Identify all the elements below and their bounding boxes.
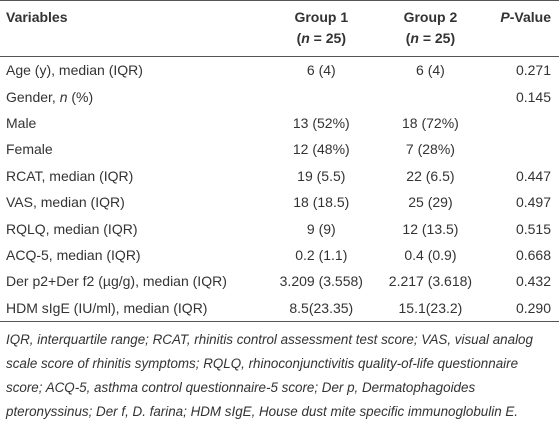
- table-row: RCAT, median (IQR) 19 (5.5) 22 (6.5) 0.447: [0, 163, 559, 189]
- header-row: Variables Group 1 (n = 25) Group 2 (n = 25) P…: [0, 0, 559, 57]
- table-row: Male 13 (52%) 18 (72%): [0, 110, 559, 136]
- table-cell: 0.145: [515, 88, 551, 105]
- table-cell: RCAT, median (IQR): [0, 163, 267, 189]
- table-cell: 0.2 (1.1): [295, 246, 348, 263]
- table-row: Der p2+Der f2 (µg/g), median (IQR) 3.209 …: [0, 268, 559, 294]
- text-part: = 25): [418, 30, 456, 46]
- header-cell: Variables: [0, 0, 267, 57]
- text-part: Der p2+Der f2 (µg/g), median (IQR): [6, 273, 227, 290]
- text-part: (: [296, 30, 302, 46]
- text-part: = 25): [309, 30, 346, 46]
- table-row: Gender, n (%) 0.145: [0, 83, 559, 109]
- table-cell: Der p2+Der f2 (µg/g), median (IQR): [0, 268, 267, 294]
- table-cell: 12 (13.5): [402, 220, 459, 237]
- table-cell: 13 (52%): [292, 114, 350, 131]
- text-part: P: [500, 9, 510, 25]
- table-row: HDM sIgE (IU/ml), median (IQR) 8.5(23.35)…: [0, 294, 559, 322]
- table-cell: [485, 136, 559, 162]
- table-row: Age (y), median (IQR) 6 (4) 6 (4) 0.271: [0, 57, 559, 84]
- table-cell: 3.209 (3.558): [279, 273, 363, 290]
- table-cell: [376, 83, 485, 109]
- table-cell: 12 (48%): [292, 141, 350, 158]
- text-part: Group 2: [403, 9, 458, 25]
- table-cell: 18 (18.5): [293, 194, 350, 211]
- table-cell: 6 (4): [416, 62, 445, 79]
- table-cell: 18 (72%): [402, 114, 459, 131]
- table-cell: 0.4 (0.9): [404, 246, 457, 263]
- table-cell: Male: [0, 110, 267, 136]
- table-cell: 0.497: [515, 194, 551, 211]
- text-part: Age (y), median (IQR): [6, 62, 143, 79]
- data-table: Variables Group 1 (n = 25) Group 2 (n = 25) P…: [0, 0, 559, 322]
- header-cell: Group 2 (n = 25): [375, 0, 485, 57]
- table-cell: 9 (9): [306, 220, 336, 237]
- table-body: Age (y), median (IQR) 6 (4) 6 (4) 0.271 Gend…: [0, 57, 559, 322]
- table-cell: 19 (5.5): [297, 167, 346, 184]
- table-cell: Gender, n (%): [0, 83, 267, 109]
- text-part: n: [410, 30, 419, 46]
- text-part: ACQ-5, median (IQR): [6, 246, 141, 263]
- text-part: n: [59, 88, 68, 105]
- table-cell: 6 (4): [306, 62, 336, 79]
- header-cell: Group 1 (n = 25): [266, 0, 376, 57]
- table-row: Female 12 (48%) 7 (28%): [0, 136, 559, 162]
- table-cell: 8.5(23.35): [266, 294, 376, 322]
- table-cell: 0.447: [515, 167, 551, 184]
- table-cell: 0.515: [515, 220, 551, 237]
- text-part: n: [301, 30, 310, 46]
- text-part: Group 1: [294, 9, 349, 25]
- text-part: Variables: [6, 9, 68, 25]
- text-part: (%): [67, 88, 94, 105]
- table-cell: Female: [0, 136, 267, 162]
- table-cell: 0.668: [515, 246, 551, 263]
- footnote: IQR, interquartile range; RCAT, rhinitis…: [6, 331, 533, 419]
- table-cell: VAS, median (IQR): [0, 189, 267, 215]
- text-part: Male: [6, 114, 37, 131]
- table-cell: [485, 110, 559, 136]
- text-part: RQLQ, median (IQR): [6, 220, 138, 237]
- table-cell: Age (y), median (IQR): [0, 57, 267, 84]
- table-row: VAS, median (IQR) 18 (18.5) 25 (29) 0.497: [0, 189, 559, 215]
- text-part: Female: [6, 141, 53, 158]
- table-cell: RQLQ, median (IQR): [0, 215, 267, 241]
- table-cell: 22 (6.5): [406, 167, 455, 184]
- table-cell: 15.1(23.2): [375, 294, 485, 322]
- table-cell: 25 (29): [408, 194, 453, 211]
- table-cell: [267, 83, 376, 109]
- table-row: ACQ-5, median (IQR) 0.2 (1.1) 0.4 (0.9) 0.6…: [0, 242, 559, 268]
- table-cell: 0.432: [515, 273, 551, 290]
- text-part: HDM sIgE (IU/ml), median (IQR): [6, 299, 208, 316]
- text-part: Gender,: [6, 88, 60, 105]
- text-part: RCAT, median (IQR): [6, 167, 134, 184]
- header-cell: P-Value: [485, 0, 559, 57]
- table-row: RQLQ, median (IQR) 9 (9) 12 (13.5) 0.515: [0, 215, 559, 241]
- table-cell: ACQ-5, median (IQR): [0, 242, 267, 268]
- table-cell: 0.290: [485, 294, 559, 322]
- text-part: -Value: [509, 9, 551, 25]
- table-cell: 2.217 (3.618): [388, 273, 473, 290]
- table-cell: HDM sIgE (IU/ml), median (IQR): [0, 294, 267, 322]
- table-cell: 7 (28%): [405, 141, 455, 158]
- text-part: (: [405, 30, 411, 46]
- table-cell: 0.271: [515, 62, 551, 79]
- text-part: VAS, median (IQR): [6, 194, 125, 211]
